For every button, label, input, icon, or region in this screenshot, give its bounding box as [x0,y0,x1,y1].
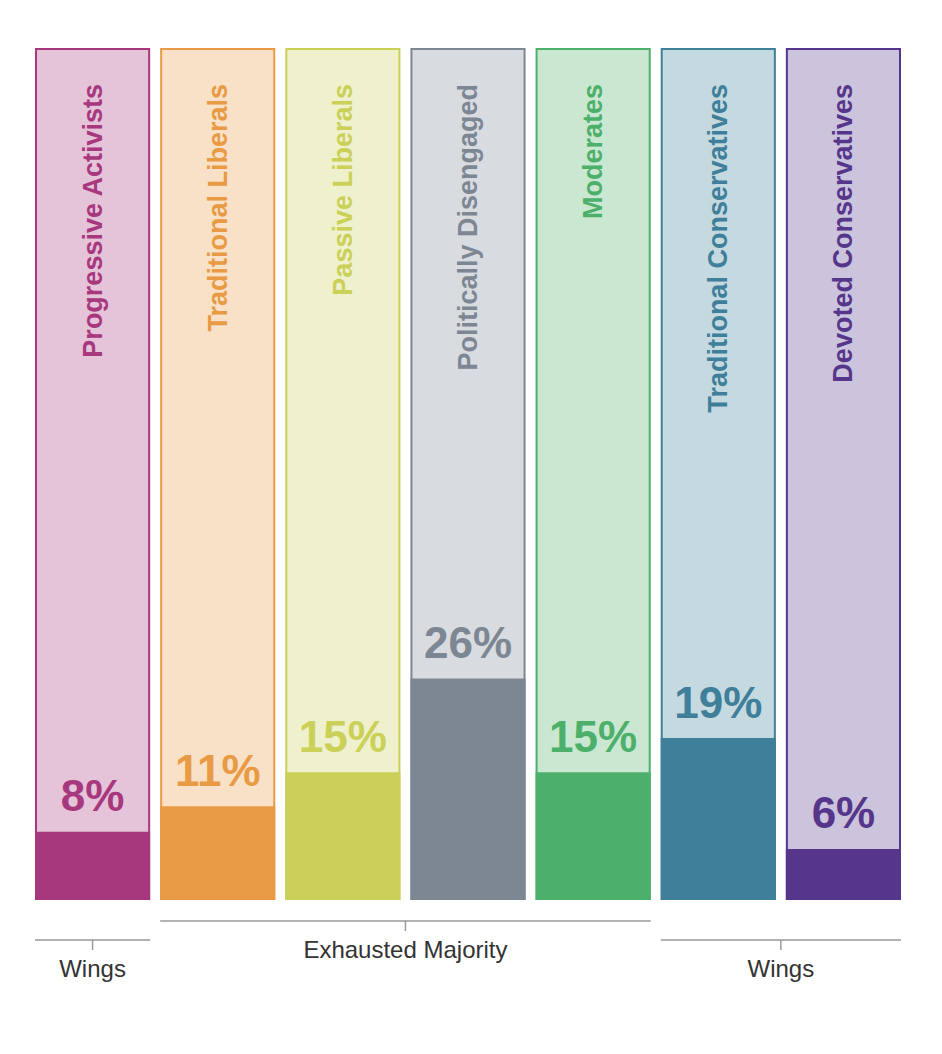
svg-text:Wings: Wings [59,955,126,982]
svg-text:Progressive Activists: Progressive Activists [78,84,108,358]
svg-text:Wings: Wings [748,955,815,982]
svg-text:6%: 6% [812,788,876,837]
svg-text:Traditional Liberals: Traditional Liberals [203,84,233,332]
svg-text:Devoted Conservatives: Devoted Conservatives [828,84,858,383]
svg-text:Politically Disengaged: Politically Disengaged [453,84,483,371]
svg-text:11%: 11% [175,746,261,795]
svg-text:8%: 8% [61,771,125,820]
svg-text:Passive Liberals: Passive Liberals [328,84,358,296]
svg-text:Exhausted Majority: Exhausted Majority [303,936,507,963]
svg-text:Moderates: Moderates [578,84,608,219]
svg-text:Traditional Conservatives: Traditional Conservatives [703,84,733,413]
svg-text:19%: 19% [674,678,762,727]
svg-text:26%: 26% [424,618,512,667]
svg-text:15%: 15% [299,712,387,761]
svg-text:15%: 15% [549,712,637,761]
